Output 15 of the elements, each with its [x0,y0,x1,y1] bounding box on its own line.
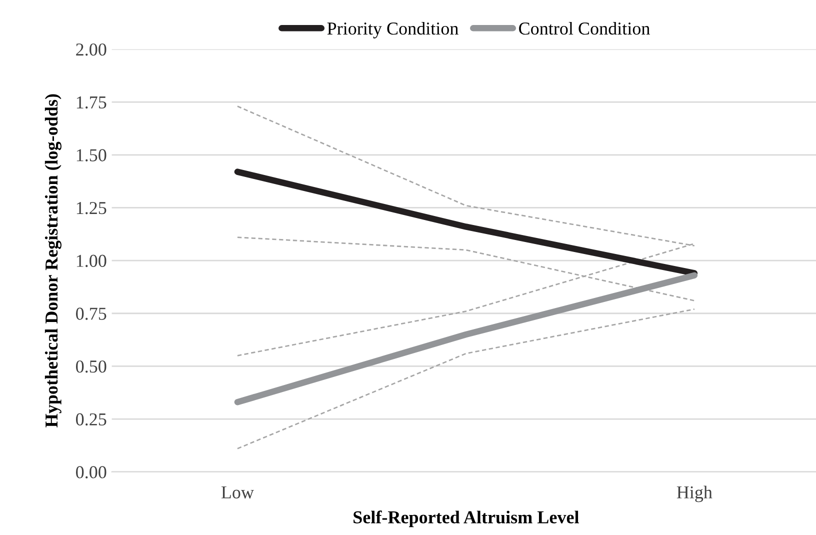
legend-label: Priority Condition [327,22,458,38]
y-tick-label: 1.25 [76,202,106,214]
x-axis-title: Self-Reported Altruism Level [354,510,579,528]
y-tick-label: 0.25 [76,413,106,426]
y-tick-label: 1.75 [76,96,106,109]
y-tick-label: 0.00 [76,466,106,478]
y-axis-title: Hypothetical Donor Registration (log-odds) [44,94,62,428]
y-tick-label: 1.00 [76,254,106,268]
x-tick-label: High [676,486,712,502]
x-tick-label: Low [221,486,254,498]
y-tick-label: 1.50 [76,149,106,162]
legend-label: Control Condition [519,22,650,35]
y-tick-label: 2.00 [76,43,106,56]
y-tick-label: 0.50 [76,360,106,373]
y-tick-label: 0.75 [76,308,106,320]
